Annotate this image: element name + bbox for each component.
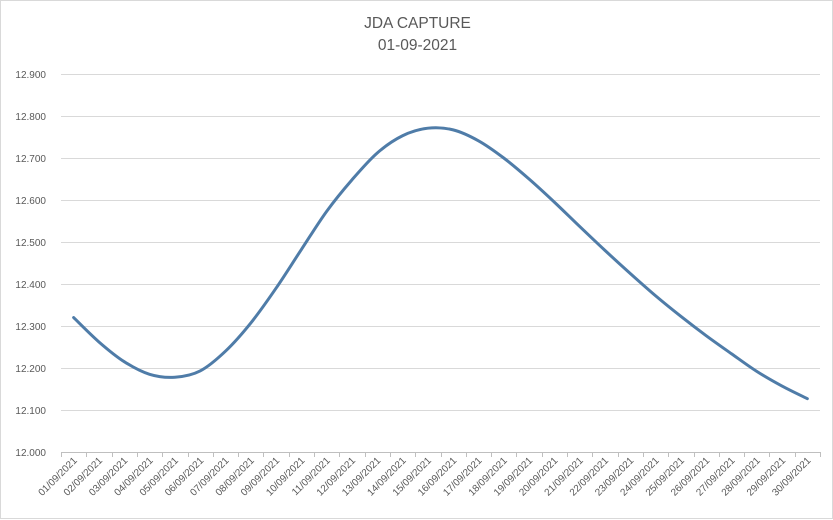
y-tick-label: 12.000 [15,448,46,459]
y-tick-label: 12.400 [15,280,46,291]
data-point [376,151,379,154]
y-tick-label: 12.100 [15,406,46,417]
data-point [148,373,151,376]
data-point [224,350,227,353]
data-point [173,376,176,379]
data-point [72,316,75,319]
data-point [350,178,353,181]
y-tick-label: 12.300 [15,322,46,333]
y-tick-label: 12.700 [15,154,46,165]
data-point [249,322,252,325]
chart-subtitle: 01-09-2021 [377,37,458,54]
data-point [705,334,708,337]
data-point [199,369,202,372]
y-tick-label: 12.900 [15,70,46,81]
data-point [578,225,581,228]
data-point [325,210,328,213]
data-point [477,139,480,142]
data-point [401,134,404,137]
data-point [730,352,733,355]
data-point [528,178,531,181]
data-point [426,127,429,130]
y-tick-label: 12.600 [15,196,46,207]
data-point [781,385,784,388]
chart-title-block: JDA CAPTURE 01-09-2021 [1,13,833,57]
series-line [72,126,809,401]
y-tick-label: 12.500 [15,238,46,249]
y-tick-label: 12.800 [15,112,46,123]
data-point [123,360,126,363]
data-point [603,249,606,252]
data-point [502,157,505,160]
data-point [97,340,100,343]
data-point [629,272,632,275]
data-point [553,201,556,204]
data-point [654,294,657,297]
chart-title: JDA CAPTURE [364,15,471,32]
data-point [679,315,682,318]
data-point [452,128,455,131]
data-point [275,287,278,290]
y-tick-label: 12.200 [15,364,46,375]
data-point [755,370,758,373]
data-point [806,397,809,400]
data-point [300,248,303,251]
